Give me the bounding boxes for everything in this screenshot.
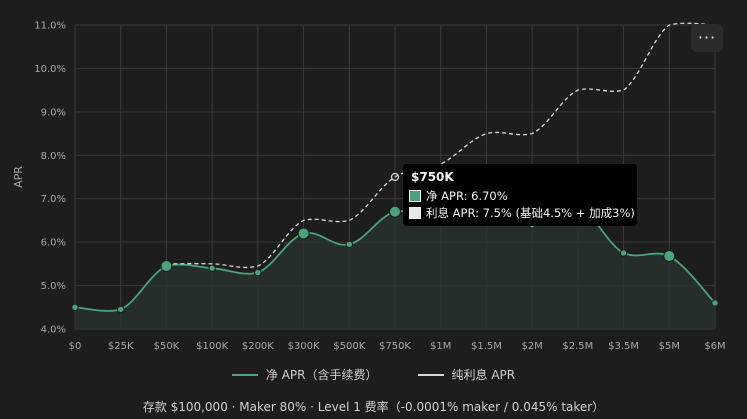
interest-apr-hover-point xyxy=(390,172,400,182)
x-tick-label: $1M xyxy=(430,341,451,352)
net-apr-point xyxy=(663,250,676,263)
net-apr-point xyxy=(297,227,310,240)
x-tick-label: $1.5M xyxy=(471,341,502,352)
tooltip-interest-apr-text: 利息 APR: 7.5% (基础4.5% + 加成3%) xyxy=(426,206,635,220)
net-apr-point xyxy=(254,268,262,277)
x-tick-label: $5M xyxy=(659,341,680,352)
more-options-button[interactable]: ··· xyxy=(691,24,723,52)
net-apr-point xyxy=(345,240,353,249)
y-tick-label: 5.0% xyxy=(41,281,66,292)
legend-label-interest-apr: 纯利息 APR xyxy=(451,368,516,382)
x-tick-label: $750K xyxy=(379,341,411,352)
y-tick-label: 11.0% xyxy=(34,21,66,32)
interest-apr-line xyxy=(166,22,716,269)
more-icon: ··· xyxy=(697,28,717,47)
footer-caption: 存款 $100,000 · Maker 80% · Level 1 费率（-0.… xyxy=(142,400,605,414)
x-tick-label: $0 xyxy=(69,341,82,352)
net-apr-point xyxy=(389,205,401,218)
x-tick-label: $100K xyxy=(196,341,228,352)
tick-labels: 4.0% 5.0% 6.0% 7.0% 8.0% 9.0% 10.0% 11.0% $0 $25K… xyxy=(34,21,725,353)
x-tick-label: $2M xyxy=(521,341,542,352)
legend-line-solid-icon xyxy=(231,373,258,376)
net-apr-point xyxy=(117,305,125,314)
x-tick-label: $50K xyxy=(154,341,180,352)
series-area-0 xyxy=(75,198,715,329)
x-tick-label: $3.5M xyxy=(608,341,639,352)
tooltip-row-interest-apr: 利息 APR: 7.5% (基础4.5% + 加成3%) xyxy=(409,205,635,221)
legend-item-interest-apr[interactable]: 纯利息 APR xyxy=(417,366,516,383)
x-tick-label: $200K xyxy=(242,341,274,352)
y-tick-label: 7.0% xyxy=(41,194,66,205)
x-tick-label: $300K xyxy=(288,341,320,352)
y-tick-label: 6.0% xyxy=(41,238,66,249)
chart-legend: 净 APR（含手续费） 纯利息 APR xyxy=(0,366,747,383)
interest-apr-swatch xyxy=(409,207,421,219)
net-apr-point xyxy=(71,303,79,311)
x-tick-label: $25K xyxy=(108,341,134,352)
x-tick-label: $2.5M xyxy=(562,341,593,352)
tooltip-title: $750K xyxy=(411,170,454,184)
tooltip-row-net-apr: 净 APR: 6.70% xyxy=(409,188,631,204)
net-apr-area xyxy=(75,198,715,329)
y-tick-label: 10.0% xyxy=(34,64,66,75)
net-apr-swatch xyxy=(409,190,421,202)
y-tick-label: 8.0% xyxy=(41,151,66,162)
x-tick-label: $500K xyxy=(333,341,365,352)
x-tick-label: $6M xyxy=(704,341,725,352)
chart-tooltip: $750K 净 APR: 6.70% 利息 APR: 7.5% (基础4.5% … xyxy=(403,164,637,226)
legend-label-net-apr: 净 APR（含手续费） xyxy=(265,368,378,382)
net-apr-point xyxy=(619,249,628,257)
y-tick-label: 9.0% xyxy=(41,107,66,118)
net-apr-point xyxy=(711,299,719,307)
y-axis-label: APR xyxy=(12,166,25,188)
tooltip-net-apr-text: 净 APR: 6.70% xyxy=(426,189,508,203)
legend-item-net-apr[interactable]: 净 APR（含手续费） xyxy=(231,366,378,383)
net-apr-point xyxy=(160,260,173,273)
legend-line-dashed-icon xyxy=(417,373,444,376)
net-apr-point xyxy=(208,264,216,272)
y-tick-label: 4.0% xyxy=(41,325,66,336)
